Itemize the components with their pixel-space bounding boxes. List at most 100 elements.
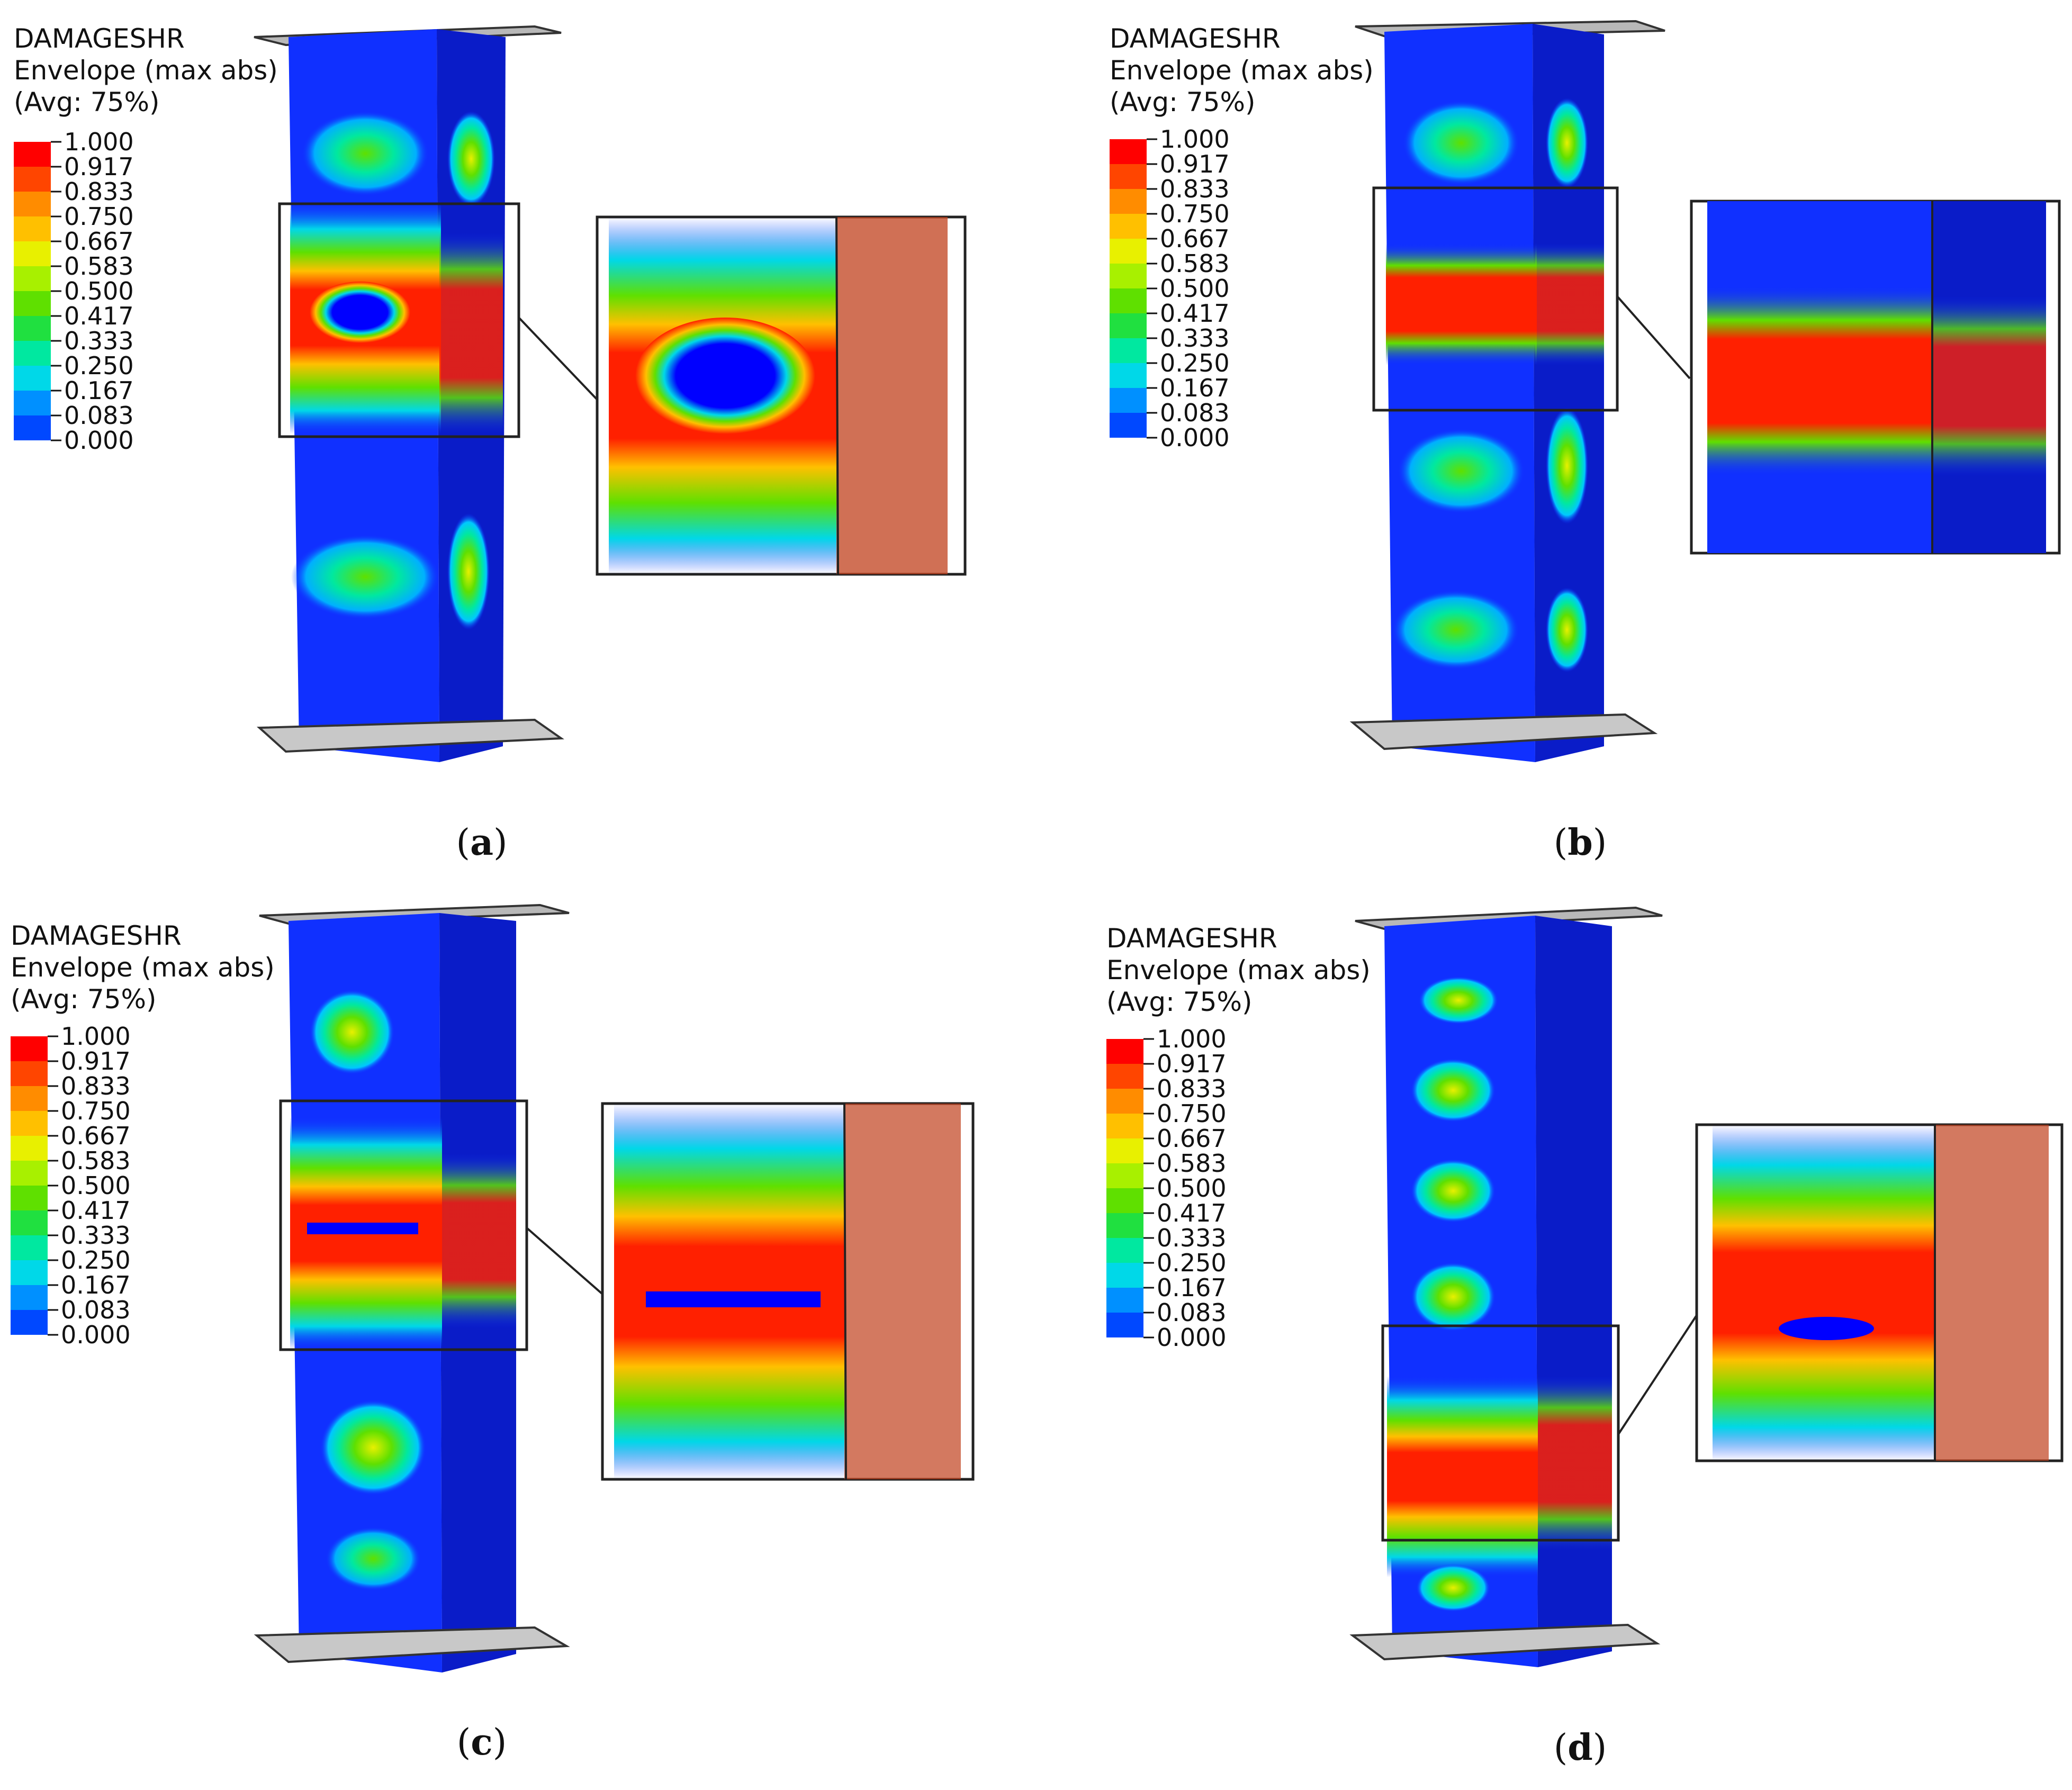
- legend-level-label: 0.750: [1160, 200, 1230, 228]
- legend-level-label: 0.667: [1160, 224, 1230, 253]
- legend-swatch: [1110, 313, 1147, 338]
- legend-avg: (Avg: 75%): [1110, 87, 1256, 117]
- legend-level-label: 0.000: [1160, 423, 1230, 452]
- legend-level-label: 0.333: [61, 1221, 131, 1250]
- column-side-face: [1535, 916, 1612, 1667]
- legend-level-label: 0.750: [1157, 1099, 1227, 1128]
- inset-band-side: [1932, 296, 2046, 476]
- legend-title: DAMAGESHR: [1110, 23, 1281, 54]
- panel-d: DAMAGESHR Envelope (max abs) (Avg: 75%) …: [1106, 906, 2064, 1769]
- legend-level-label: 0.833: [64, 177, 134, 206]
- inset-b: [1690, 200, 2061, 555]
- leader-line: [518, 317, 598, 401]
- legend-swatch: [11, 1285, 48, 1310]
- legend-swatch: [1106, 1313, 1143, 1337]
- damage-zone: [1398, 429, 1525, 513]
- inset-side: [836, 217, 948, 574]
- legend-level-label: 1.000: [64, 128, 134, 156]
- inset-edge: [843, 1103, 847, 1480]
- legend-level-label: 0.500: [61, 1171, 131, 1200]
- legend-level-label: 0.417: [61, 1196, 131, 1225]
- legend-swatch: [1106, 1039, 1143, 1064]
- legend-level-label: 0.000: [61, 1321, 131, 1349]
- legend-level-label: 0.917: [1160, 150, 1230, 178]
- legend-c: DAMAGESHR Envelope (max abs) (Avg: 75%) …: [11, 920, 275, 1349]
- damage-band-side: [1535, 243, 1604, 365]
- column-c: [254, 903, 603, 1673]
- legend-swatch: [14, 391, 51, 415]
- damage-band-side: [439, 233, 503, 434]
- legend-level-label: 0.000: [1157, 1323, 1227, 1352]
- caption-b: (b): [1554, 821, 1607, 864]
- bottom-plate: [1349, 1623, 1661, 1661]
- legend-level-label: 0.083: [64, 401, 134, 430]
- column-a: [254, 25, 598, 762]
- legend-swatch: [1106, 1213, 1143, 1238]
- legend-level-label: 0.667: [64, 227, 134, 256]
- legend-swatch: [14, 192, 51, 216]
- legend-level-label: 0.917: [61, 1047, 131, 1075]
- legend-swatch: [11, 1086, 48, 1111]
- legend-level-label: 0.083: [1160, 399, 1230, 427]
- legend-swatch: [14, 316, 51, 341]
- legend-level-label: 0.333: [1160, 324, 1230, 352]
- legend-swatch: [1110, 239, 1147, 264]
- legend-level-label: 1.000: [1157, 1025, 1227, 1053]
- leader-line: [1616, 295, 1691, 379]
- legend-level-label: 0.083: [61, 1296, 131, 1324]
- damage-zone: [320, 1400, 426, 1495]
- legend-level-label: 1.000: [1160, 125, 1230, 153]
- legend-level-label: 0.667: [1157, 1124, 1227, 1153]
- legend-level-label: 0.417: [1160, 299, 1230, 328]
- legend-swatch: [1110, 338, 1147, 363]
- legend-swatch: [1110, 388, 1147, 413]
- caption-a: (a): [456, 821, 507, 864]
- legend-swatch: [1106, 1288, 1143, 1313]
- legend-subtitle: Envelope (max abs): [11, 952, 275, 983]
- legend-subtitle: Envelope (max abs): [14, 55, 278, 86]
- panel-b: DAMAGESHR Envelope (max abs) (Avg: 75%) …: [1110, 20, 2061, 864]
- legend-avg: (Avg: 75%): [1106, 987, 1253, 1017]
- panel-a: DAMAGESHR Envelope (max abs) (Avg: 75%) …: [14, 23, 967, 864]
- legend-swatch: [11, 1260, 48, 1285]
- legend-swatch: [11, 1111, 48, 1136]
- legend-swatch: [1110, 164, 1147, 189]
- legend-d: DAMAGESHR Envelope (max abs) (Avg: 75%) …: [1106, 923, 1371, 1352]
- damage-band-side: [442, 1154, 516, 1328]
- legend-subtitle: Envelope (max abs): [1106, 955, 1371, 986]
- legend-level-label: 0.667: [61, 1122, 131, 1150]
- damage-zone: [1546, 98, 1588, 188]
- damage-zone: [302, 111, 429, 196]
- legend-swatch: [14, 142, 51, 167]
- inset-band: [1707, 286, 1932, 476]
- legend-swatch: [14, 266, 51, 291]
- damage-zone: [1411, 1262, 1496, 1331]
- legend-level-label: 0.250: [61, 1246, 131, 1274]
- inset-side: [844, 1104, 961, 1479]
- damage-zone: [1546, 408, 1588, 524]
- legend-swatch: [14, 291, 51, 316]
- damage-zone: [1411, 1159, 1496, 1223]
- damage-zone: [447, 513, 490, 630]
- inset-hole: [635, 318, 815, 434]
- legend-swatch: [1110, 214, 1147, 239]
- detail-box: [279, 1099, 528, 1351]
- legend-swatch: [1110, 363, 1147, 388]
- legend-title: DAMAGESHR: [1106, 923, 1277, 954]
- panel-c: DAMAGESHR Envelope (max abs) (Avg: 75%) …: [11, 903, 975, 1764]
- legend-avg: (Avg: 75%): [11, 984, 157, 1015]
- inset-slit: [1779, 1317, 1874, 1340]
- column-d: [1349, 906, 1698, 1667]
- legend-swatch: [1106, 1163, 1143, 1188]
- legend-level-label: 0.000: [64, 426, 134, 455]
- legend-swatch: [14, 167, 51, 192]
- legend-level-label: 0.417: [64, 302, 134, 330]
- inset-edge: [835, 216, 839, 575]
- legend-swatch: [11, 1036, 48, 1061]
- inset-slit: [646, 1291, 821, 1307]
- column-side-face: [1533, 24, 1604, 762]
- damage-zone: [1546, 587, 1588, 672]
- legend-level-label: 0.833: [61, 1072, 131, 1100]
- legend-level-label: 0.500: [1157, 1174, 1227, 1203]
